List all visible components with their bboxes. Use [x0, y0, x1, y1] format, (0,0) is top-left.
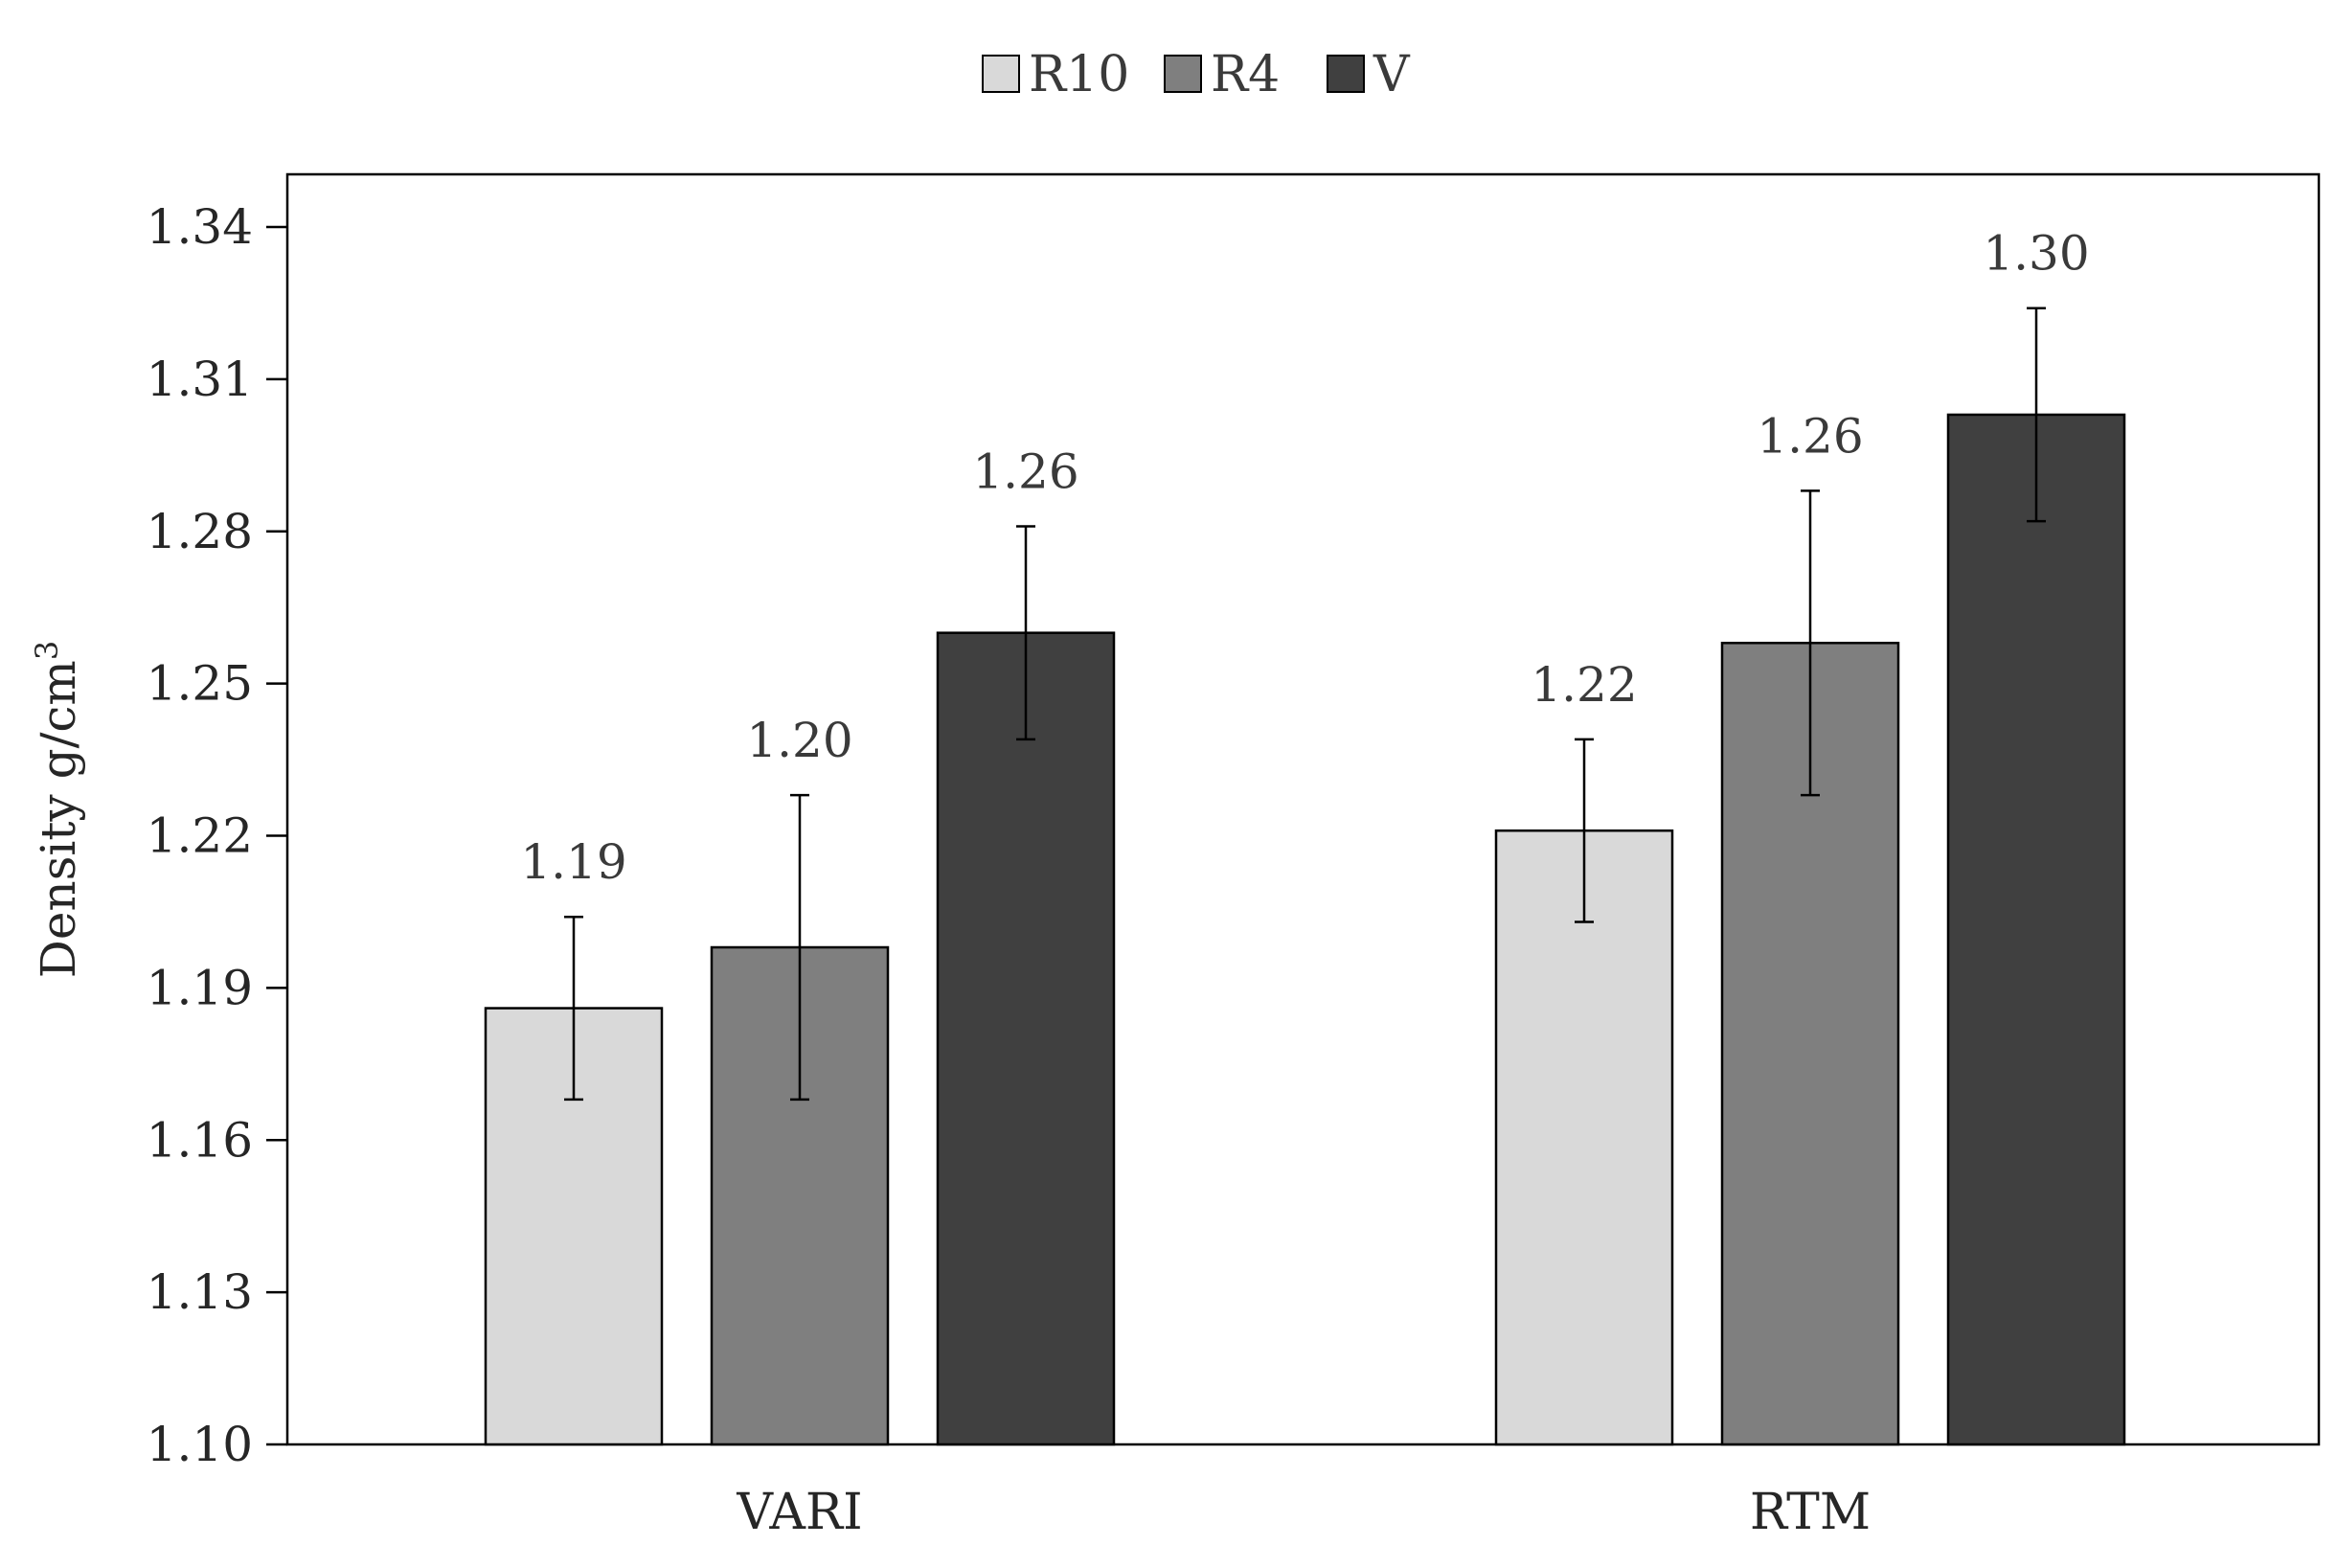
y-axis-title-text: Density g/cm [31, 660, 86, 978]
bars-group: 1.19 1.20 1.26 1.22 1.26 1.30 [484, 226, 2126, 1446]
y-tick-label: 1.16 [147, 1112, 253, 1168]
y-tick-label: 1.28 [147, 504, 253, 559]
y-tick-label: 1.13 [147, 1264, 253, 1320]
legend-label-r4: R4 [1211, 46, 1280, 103]
y-axis: 1.10 1.13 1.16 1.19 1.22 1.25 1.28 1.31 1.34 [147, 199, 287, 1472]
data-label: 1.30 [1983, 226, 2089, 282]
data-label: 1.19 [520, 834, 626, 890]
data-label: 1.20 [746, 713, 852, 768]
bar-v-vari [936, 631, 1116, 1446]
data-label: 1.22 [1531, 657, 1637, 713]
bar-r10-rtm [1494, 829, 1674, 1446]
y-tick-label: 1.19 [147, 960, 253, 1015]
legend-swatch-v [1327, 55, 1365, 93]
plot-area-frame [285, 172, 2321, 1446]
bar-v-rtm [1946, 413, 2126, 1446]
data-label: 1.26 [972, 443, 1078, 499]
legend-label-r10: R10 [1029, 46, 1129, 103]
legend-label-v: V [1373, 46, 1411, 103]
y-axis-title: Density g/cm3 [29, 641, 86, 978]
y-axis-title-superscript: 3 [29, 641, 65, 660]
y-tick-label: 1.31 [147, 352, 253, 407]
x-axis: VARI RTM [736, 1484, 1871, 1541]
legend-swatch-r10 [982, 55, 1020, 93]
y-tick-label: 1.34 [147, 199, 253, 255]
y-tick-label: 1.25 [147, 656, 253, 712]
legend-swatch-r4 [1164, 55, 1202, 93]
y-tick-label: 1.10 [147, 1417, 253, 1472]
x-category-label: RTM [1750, 1484, 1871, 1541]
data-label: 1.26 [1757, 408, 1863, 464]
y-tick-label: 1.22 [147, 808, 253, 864]
legend: R10 R4 V [982, 46, 1411, 103]
x-category-label: VARI [736, 1484, 862, 1541]
